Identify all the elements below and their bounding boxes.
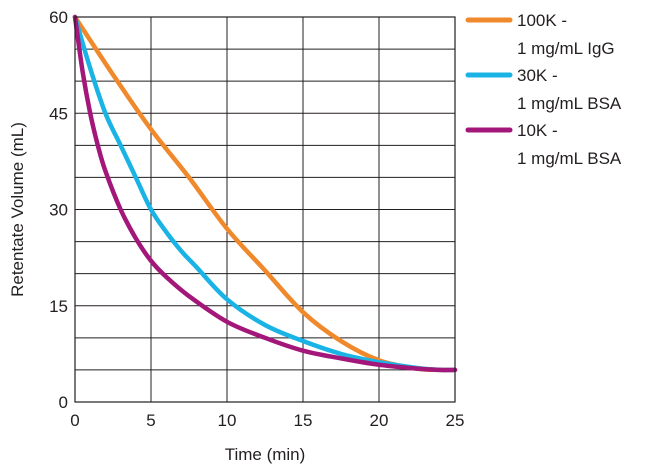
chart-series	[72, 14, 458, 373]
chart-legend: 100K - 1 mg/mL IgG 30K - 1 mg/mL BSA 10K - 1 …	[465, 11, 622, 168]
x-axis-title: Time (min)	[225, 445, 306, 464]
y-tick-label: 45	[49, 104, 68, 123]
y-tick-label: 0	[59, 393, 68, 412]
chart-grid	[75, 17, 455, 402]
x-tick-label: 5	[146, 411, 155, 430]
series-line-2	[72, 14, 458, 373]
plot-frame	[74, 16, 456, 403]
y-tick-label: 60	[49, 8, 68, 27]
x-tick-label: 25	[446, 411, 465, 430]
y-axis-title: Retentate Volume (mL)	[8, 122, 27, 297]
legend-item-1: 100K - 1 mg/mL IgG	[465, 11, 615, 58]
legend-item-3: 10K - 1 mg/mL BSA	[465, 121, 622, 168]
x-tick-label: 10	[218, 411, 237, 430]
legend-label-line1: 10K -	[517, 121, 558, 140]
x-tick-label: 0	[70, 411, 79, 430]
legend-label-line1: 100K -	[517, 11, 567, 30]
x-tick-label: 20	[370, 411, 389, 430]
legend-label-line2: 1 mg/mL IgG	[517, 39, 615, 58]
legend-item-2: 30K - 1 mg/mL BSA	[465, 66, 622, 113]
legend-label-line2: 1 mg/mL BSA	[517, 149, 622, 168]
y-tick-label: 30	[49, 201, 68, 220]
y-tick-label: 15	[49, 297, 68, 316]
series-line-1	[72, 14, 458, 373]
legend-label-line1: 30K -	[517, 66, 558, 85]
x-tick-labels: 0 5 10 15 20 25	[70, 411, 464, 430]
y-tick-labels: 0 15 30 45 60	[49, 8, 68, 412]
legend-label-line2: 1 mg/mL BSA	[517, 94, 622, 113]
x-tick-label: 15	[294, 411, 313, 430]
series-line-3	[72, 14, 458, 373]
